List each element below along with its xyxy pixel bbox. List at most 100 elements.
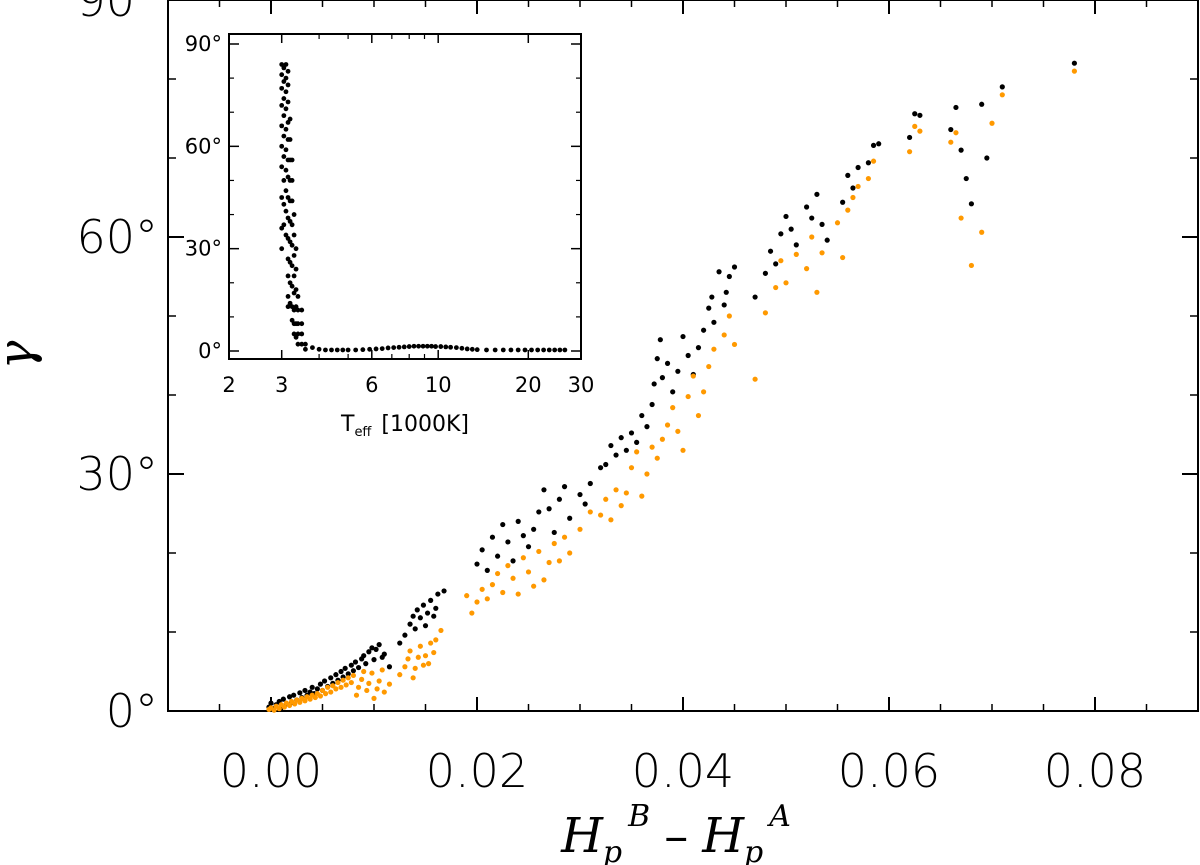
main-point-black (355, 664, 362, 671)
inset-point (500, 347, 506, 353)
main-point-orange (376, 678, 382, 684)
main-point-orange (345, 675, 351, 681)
inset-point (291, 253, 297, 258)
main-point-orange (402, 664, 408, 670)
main-x-axis-title: HpB – HpA (560, 799, 791, 865)
main-point-black (670, 389, 676, 395)
inset-point (353, 347, 359, 353)
main-x-axis-title-base2: H (701, 808, 745, 864)
inset-point (285, 82, 291, 88)
main-point-black (709, 294, 715, 300)
inset-point (385, 345, 391, 351)
main-point-orange (479, 586, 485, 592)
main-point-black (556, 496, 563, 502)
inset-point (329, 347, 334, 353)
main-point-black (433, 605, 439, 611)
main-point-orange (415, 654, 421, 660)
main-point-black (363, 661, 369, 667)
main-point-orange (335, 679, 341, 686)
main-point-black (850, 185, 856, 191)
main-point-orange (793, 251, 799, 257)
main-point-orange (551, 540, 557, 547)
main-point-orange (369, 670, 375, 676)
main-point-black (664, 360, 671, 366)
inset-x-axis-title-base: T (340, 412, 355, 437)
main-point-orange (870, 158, 877, 164)
main-point-black (654, 356, 660, 362)
main-point-orange (634, 449, 640, 455)
inset-point (448, 344, 453, 350)
main-point-orange (556, 558, 563, 564)
main-point-black (286, 694, 293, 700)
main-point-orange (587, 509, 593, 515)
main-point-black (424, 610, 431, 616)
main-point-black (680, 333, 686, 340)
main-point-black (414, 607, 420, 613)
main-point-orange (348, 679, 354, 686)
main-point-orange (845, 207, 851, 213)
main-point-black (474, 561, 480, 567)
main-point-orange (731, 341, 738, 348)
inset-point (299, 341, 305, 347)
inset-point (340, 347, 346, 353)
inset-point (522, 347, 528, 353)
inset-point (535, 347, 541, 353)
inset-point (289, 222, 295, 228)
inset-point (293, 287, 299, 292)
inset-point (552, 347, 558, 353)
main-x-axis-title-sup1: B (627, 799, 650, 834)
main-point-black (651, 381, 657, 387)
main-point-orange (312, 694, 318, 701)
main-point-black (338, 668, 344, 675)
main-point-black (963, 175, 969, 182)
inset-point (279, 85, 285, 91)
main-point-orange (711, 346, 717, 352)
main-point-orange (809, 234, 815, 240)
main-point-black (352, 659, 359, 665)
main-point-orange (912, 123, 918, 129)
main-point-black (348, 662, 354, 668)
inset-ticks: 2 3 6 10 20 30 0° 30° 60° 90° (185, 32, 595, 397)
inset-point (424, 343, 430, 349)
inset-point (367, 346, 373, 352)
main-point-orange (405, 656, 411, 662)
main-point-orange (618, 503, 624, 509)
main-point-black (417, 615, 423, 621)
main-point-black (397, 640, 403, 646)
inset-point (279, 225, 285, 231)
main-point-black (773, 261, 779, 267)
main-point-black (695, 345, 702, 351)
main-point-black (618, 435, 624, 441)
inset-point (469, 346, 475, 352)
main-point-orange (659, 436, 666, 442)
main-point-orange (778, 258, 784, 264)
main-point-black (484, 567, 490, 573)
main-point-black (716, 269, 722, 275)
inset-point (281, 96, 287, 101)
main-point-orange (855, 183, 861, 190)
main-point-black (953, 104, 959, 111)
inset-point (283, 126, 289, 132)
inset-point (334, 347, 340, 353)
main-point-orange (469, 610, 475, 616)
main-point-orange (608, 517, 614, 523)
main-point-black (431, 613, 437, 619)
main-point-black (731, 264, 738, 270)
inset-point (279, 123, 285, 129)
main-point-orange (325, 684, 331, 690)
main-point-black (845, 172, 851, 178)
main-point-black (268, 700, 274, 706)
main-point-orange (819, 250, 825, 256)
main-point-black (515, 518, 521, 525)
main-point-black (840, 199, 846, 205)
main-point-orange (536, 548, 542, 555)
inset-y-tick-label: 30° (185, 237, 222, 261)
inset-point (283, 106, 289, 112)
inset-point (360, 347, 366, 353)
main-point-orange (783, 280, 789, 286)
inset-x-axis-title-unit: [1000K] (381, 412, 469, 437)
main-point-black (561, 484, 568, 490)
main-point-orange (386, 681, 393, 687)
main-point-black (428, 597, 434, 604)
